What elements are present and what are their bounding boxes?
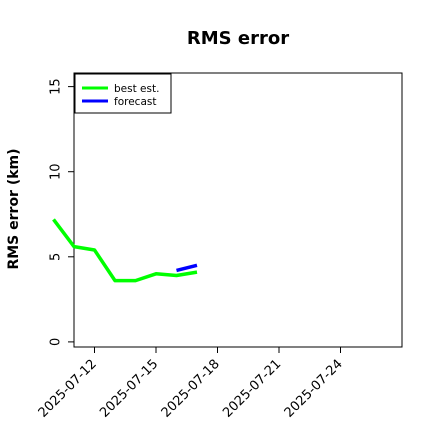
y-tick-label: 0 <box>49 338 64 346</box>
series-layer <box>52 218 198 283</box>
legend-label-forecast: forecast <box>114 96 156 108</box>
series-line-best-est <box>52 218 198 283</box>
legend: best est. forecast <box>74 73 172 114</box>
y-tick-label: 15 <box>49 78 64 95</box>
y-axis-label: RMS error (km) <box>6 148 22 269</box>
y-tick-label: 10 <box>49 163 64 180</box>
legend-label-best-est: best est. <box>114 83 159 95</box>
y-axis: 0 5 10 15 <box>49 78 74 346</box>
y-tick-label: 5 <box>49 253 64 261</box>
plot-frame <box>73 72 403 348</box>
chart-title: RMS error <box>187 28 289 49</box>
series-line-forecast <box>176 263 198 273</box>
legend-box <box>74 73 172 114</box>
